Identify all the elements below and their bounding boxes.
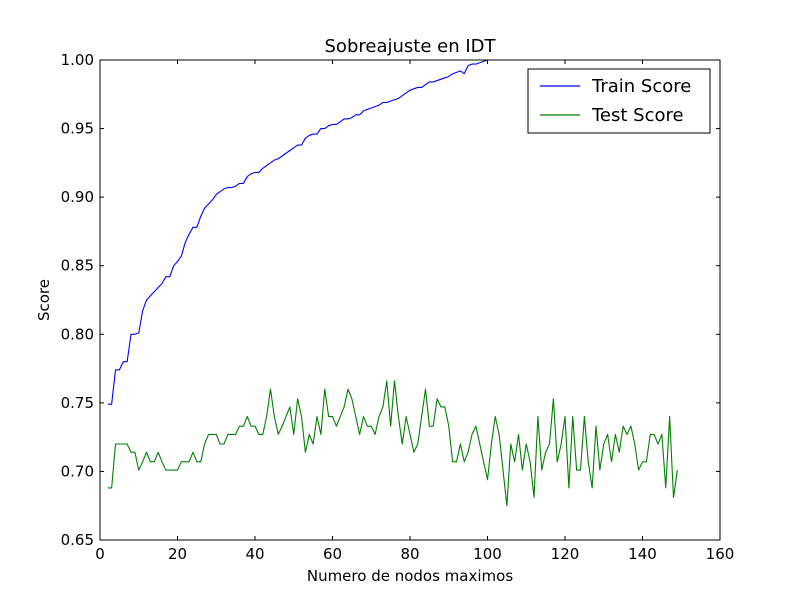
- y-tick-label: 0.75: [61, 394, 94, 412]
- x-tick-label: 100: [473, 545, 502, 563]
- x-tick-label: 60: [323, 545, 342, 563]
- y-axis: 0.65 0.70 0.75 0.80 0.85 0.90 0.95 1.00: [61, 51, 720, 549]
- x-tick-label: 20: [168, 545, 187, 563]
- x-tick-label: 120: [551, 545, 580, 563]
- y-tick-label: 0.95: [61, 120, 94, 138]
- y-tick-label: 0.85: [61, 257, 94, 275]
- series-1: [107, 380, 678, 507]
- y-tick-label: 0.70: [61, 462, 94, 480]
- x-tick-label: 40: [245, 545, 264, 563]
- series-0: [107, 60, 496, 405]
- x-tick-label: 140: [628, 545, 657, 563]
- series-line-0: [107, 60, 496, 405]
- legend-box: [527, 68, 711, 134]
- x-tick-label: 0: [95, 545, 105, 563]
- legend: Train Score Test Score: [527, 68, 711, 134]
- legend-label: Test Score: [591, 105, 684, 126]
- y-tick-label: 1.00: [61, 51, 94, 69]
- x-tick-label: 80: [400, 545, 419, 563]
- x-tick-label: 160: [706, 545, 735, 563]
- plot-area: [107, 60, 678, 507]
- y-tick-label: 0.90: [61, 188, 94, 206]
- x-axis-label: Numero de nodos maximos: [307, 567, 513, 585]
- y-tick-label: 0.80: [61, 325, 94, 343]
- x-axis: 0 20 40 60 80 100 120 140 160: [95, 60, 734, 563]
- legend-label: Train Score: [591, 76, 691, 97]
- series-line-1: [107, 380, 678, 507]
- y-tick-label: 0.65: [61, 531, 94, 549]
- y-axis-label: Score: [35, 279, 53, 321]
- chart-title: Sobreajuste en IDT: [325, 36, 497, 57]
